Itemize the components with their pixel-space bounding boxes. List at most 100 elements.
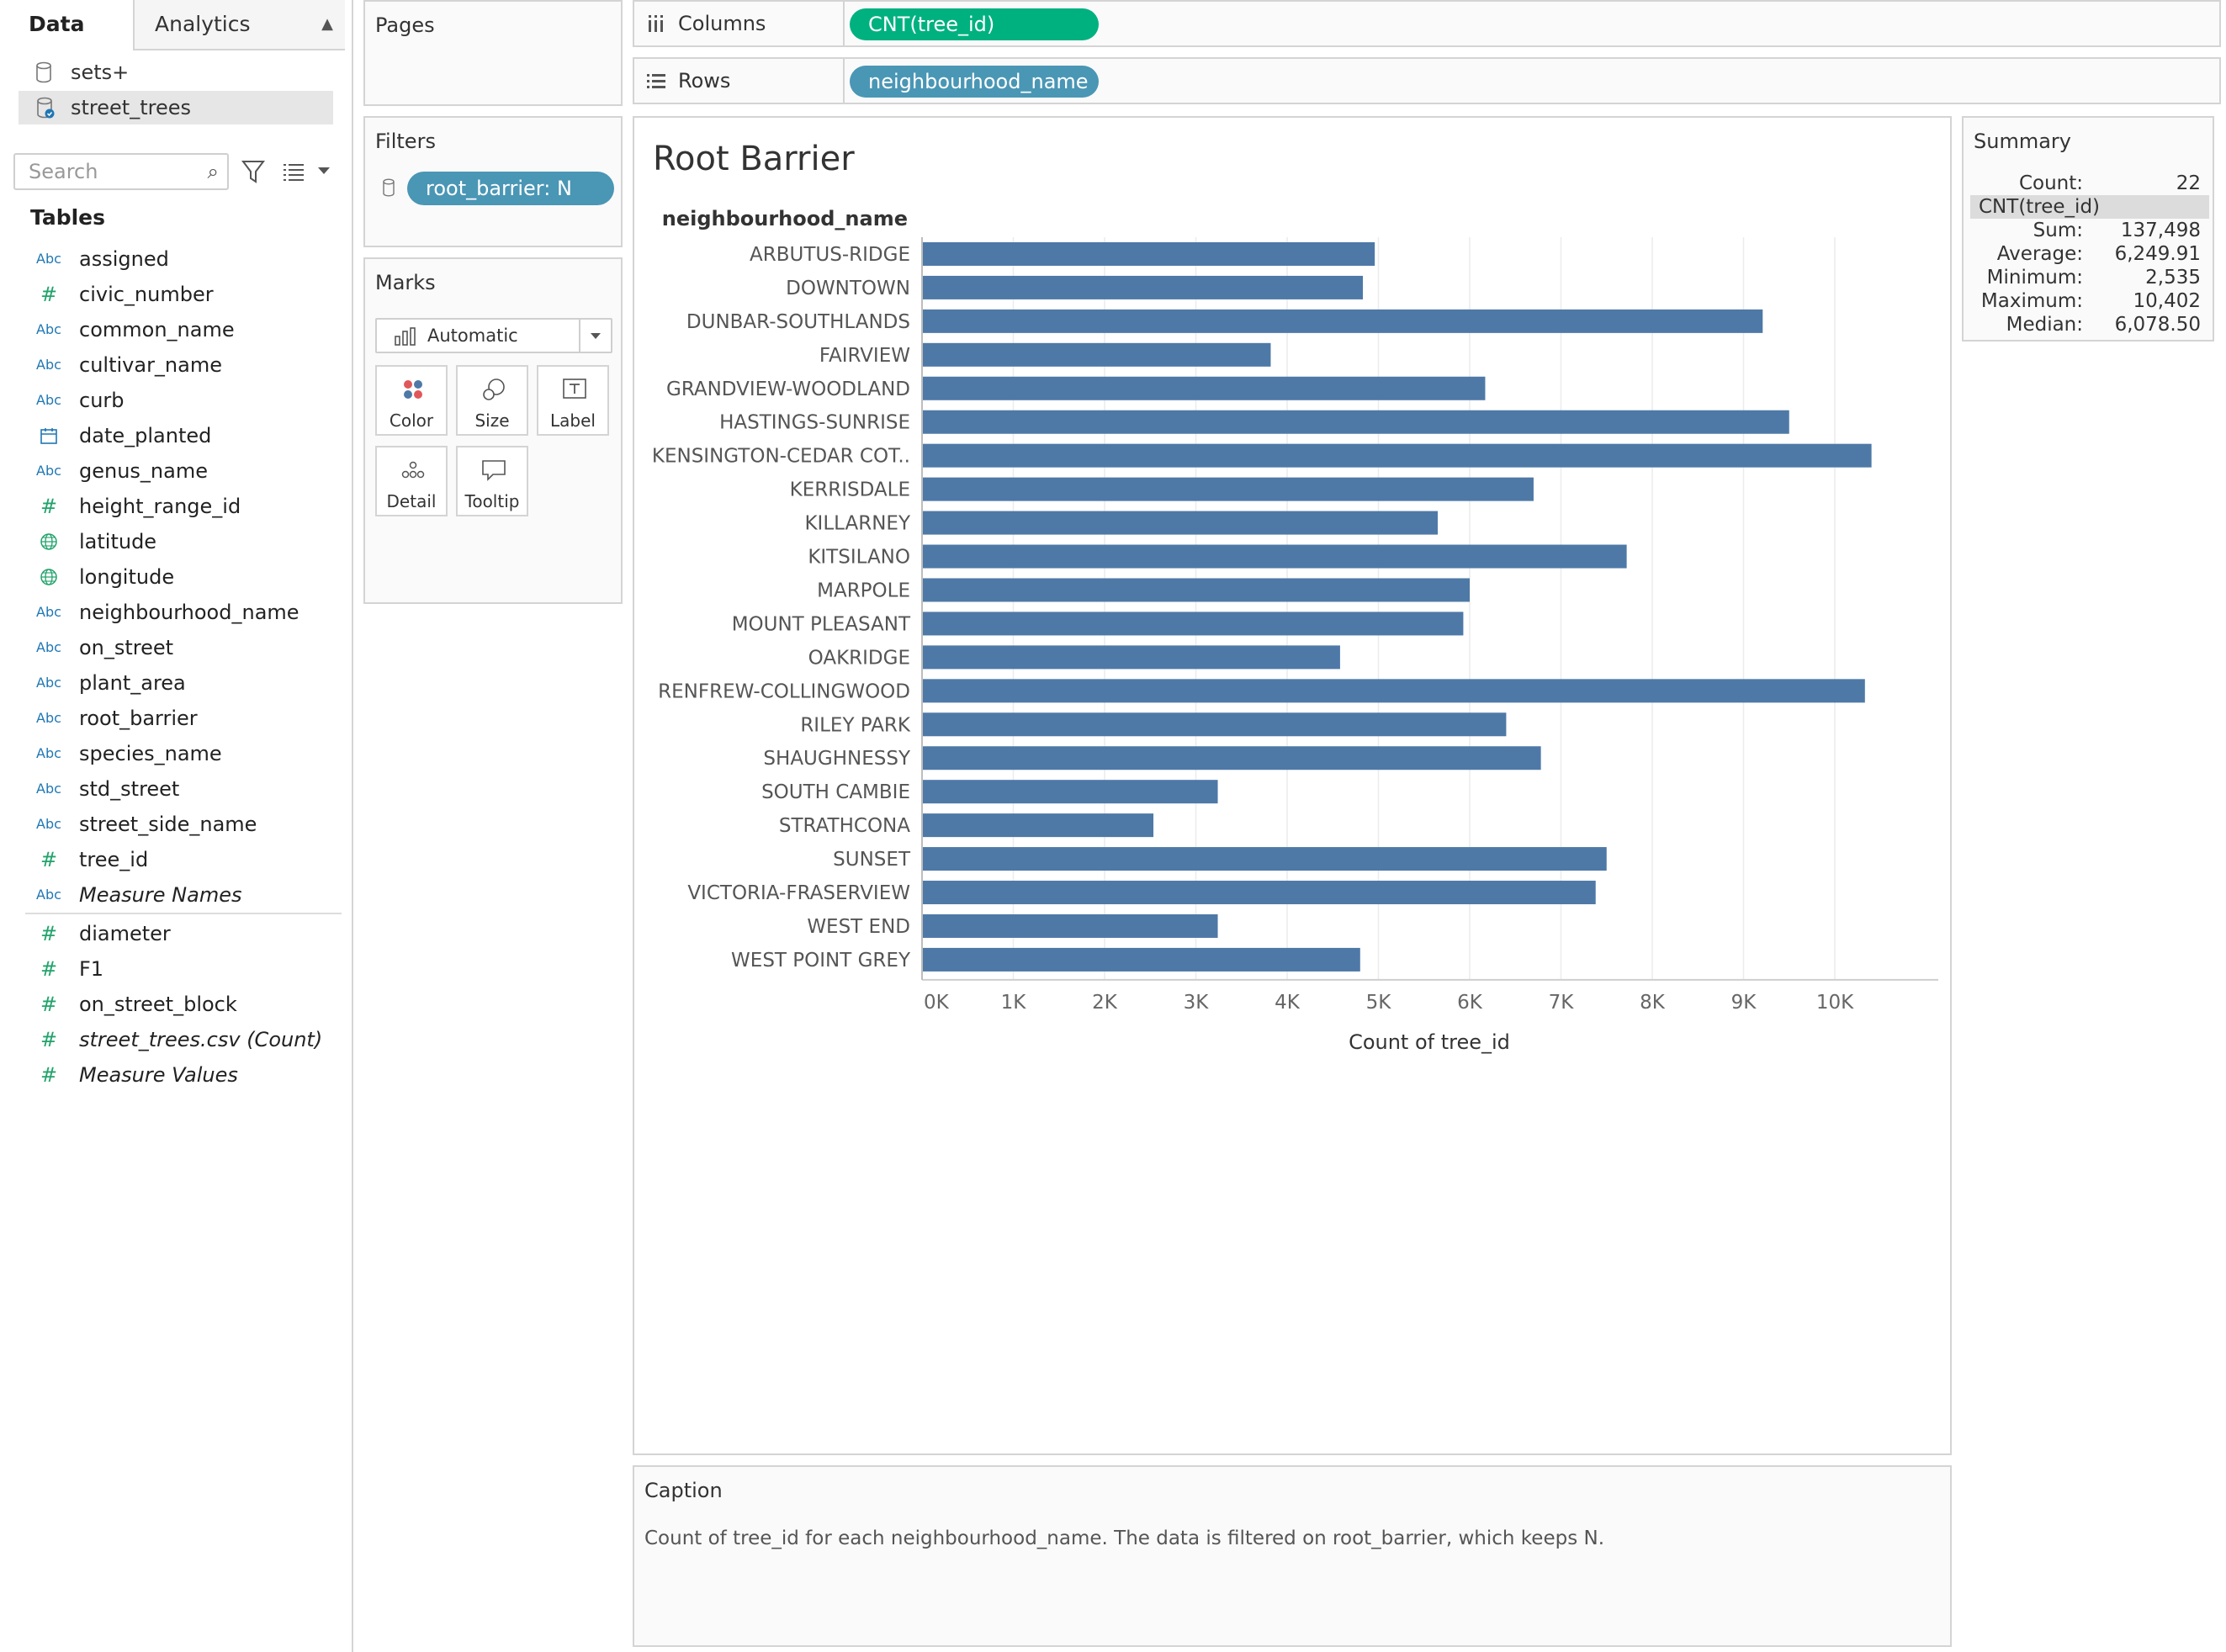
field-tree-id[interactable]: # tree_id [0, 843, 345, 876]
summary-stat-label: Average: [1996, 243, 2083, 265]
x-tick-label: 9K [1731, 992, 1757, 1014]
datasource-sets[interactable]: sets+ [19, 56, 333, 89]
field-longitude[interactable]: longitude [0, 560, 345, 594]
bar[interactable] [922, 342, 1271, 367]
x-tick-label: 4K [1275, 992, 1301, 1014]
size-button[interactable]: Size [456, 365, 528, 436]
field-neighbourhood-name[interactable]: Abc neighbourhood_name [0, 596, 345, 629]
field-root-barrier[interactable]: Abc root_barrier [0, 702, 345, 735]
field-on-street-block[interactable]: # on_street_block [0, 987, 345, 1021]
bar[interactable] [922, 275, 1364, 299]
field-std-street[interactable]: Abc std_street [0, 772, 345, 806]
field-species-name[interactable]: Abc species_name [0, 737, 345, 770]
bar[interactable] [922, 913, 1218, 938]
field-label: common_name [79, 318, 235, 342]
x-tick-label: 6K [1457, 992, 1483, 1014]
bar[interactable] [922, 544, 1627, 569]
tooltip-button[interactable]: Tooltip [456, 446, 528, 516]
category-label: SHAUGHNESSY [763, 748, 911, 770]
tab-data[interactable]: Data [29, 12, 85, 36]
field-label: curb [79, 389, 125, 412]
chevron-down-icon[interactable] [579, 320, 611, 352]
field-on-street[interactable]: Abc on_street [0, 631, 345, 665]
bar[interactable] [922, 612, 1464, 636]
field-common-name[interactable]: Abc common_name [0, 313, 345, 347]
field-label: latitude [79, 530, 157, 553]
bar[interactable] [922, 241, 1375, 266]
filter-icon[interactable] [241, 158, 266, 185]
search-icon: ⌕ [207, 160, 219, 183]
field-assigned[interactable]: Abc assigned [0, 242, 345, 276]
x-tick-label: 5K [1366, 992, 1392, 1014]
field-cultivar-name[interactable]: Abc cultivar_name [0, 348, 345, 382]
field-civic-number[interactable]: # civic_number [0, 278, 345, 311]
summary-stat-row: Median: 6,078.50 [1970, 313, 2209, 336]
bar[interactable] [922, 477, 1534, 501]
category-label: KENSINGTON-CEDAR COT.. [652, 446, 910, 468]
bar[interactable] [922, 813, 1154, 838]
chevron-down-icon[interactable] [316, 165, 331, 177]
x-tick-label: 8K [1640, 992, 1666, 1014]
category-label: FAIRVIEW [819, 345, 910, 367]
field-plant-area[interactable]: Abc plant_area [0, 666, 345, 700]
field-genus-name[interactable]: Abc genus_name [0, 454, 345, 488]
field-measure-names[interactable]: Abc Measure Names [0, 878, 345, 912]
bar[interactable] [922, 947, 1360, 972]
field-label: neighbourhood_name [79, 601, 299, 624]
summary-stat-row: Maximum: 10,402 [1970, 289, 2209, 313]
field-street-side-name[interactable]: Abc street_side_name [0, 807, 345, 841]
columns-icon [649, 15, 663, 32]
field-label: height_range_id [79, 495, 241, 518]
category-label: KERRISDALE [790, 479, 910, 501]
view-list-icon[interactable] [281, 160, 306, 183]
field-diameter[interactable]: # diameter [0, 917, 345, 950]
filters-shelf[interactable]: Filters root_barrier: N [363, 116, 623, 247]
bar[interactable] [922, 780, 1218, 804]
field-date-planted[interactable]: date_planted [0, 419, 345, 453]
bar[interactable] [922, 746, 1541, 770]
bar[interactable] [922, 645, 1340, 670]
rows-pill-neighbourhood-name[interactable]: neighbourhood_name [850, 66, 1099, 98]
bar[interactable] [922, 511, 1439, 535]
field-latitude[interactable]: latitude [0, 525, 345, 559]
category-label: KITSILANO [808, 547, 910, 569]
summary-stat-label: Median: [2006, 314, 2083, 336]
bar-chart[interactable]: neighbourhood_name ARBUTUS-RIDGE DOWNTOWN D… [634, 118, 1950, 1453]
rows-shelf[interactable]: Rows neighbourhood_name [633, 57, 2221, 104]
string-type-icon: Abc [36, 604, 61, 620]
bar[interactable] [922, 443, 1872, 468]
number-type-icon: # [40, 1063, 58, 1087]
field-f1[interactable]: # F1 [0, 952, 345, 986]
bar[interactable] [922, 881, 1596, 905]
tables-heading: Tables [30, 205, 106, 230]
bar[interactable] [922, 410, 1789, 434]
label-button[interactable]: Label [537, 365, 609, 436]
marks-card: Marks Automatic Color Size Label [363, 257, 623, 604]
rows-label: Rows [678, 69, 731, 93]
x-axis-title: Count of tree_id [1349, 1030, 1510, 1054]
chart-view[interactable]: Root Barrier neighbourhood_name ARBUTUS-R… [633, 116, 1952, 1455]
field-label: diameter [79, 922, 171, 945]
bar[interactable] [922, 376, 1486, 400]
filter-pill-root-barrier[interactable]: root_barrier: N [407, 172, 614, 205]
columns-shelf[interactable]: Columns CNT(tree_id) [633, 0, 2221, 47]
tab-analytics[interactable]: Analytics ▲ [133, 0, 345, 50]
updown-icon: ▲ [321, 15, 333, 33]
field-height-range-id[interactable]: # height_range_id [0, 490, 345, 523]
field-street-trees-csv-count[interactable]: # street_trees.csv (Count) [0, 1023, 345, 1056]
datasource-street-trees[interactable]: street_trees [19, 91, 333, 124]
bar[interactable] [922, 847, 1607, 871]
field-measure-values[interactable]: # Measure Values [0, 1058, 345, 1092]
pages-shelf[interactable]: Pages [363, 0, 623, 106]
bar[interactable] [922, 578, 1470, 602]
color-button[interactable]: Color [375, 365, 448, 436]
caption-text: Count of tree_id for each neighbourhood_… [644, 1528, 1605, 1549]
mark-type-select[interactable]: Automatic [375, 318, 612, 353]
columns-pill-cnt-tree-id[interactable]: CNT(tree_id) [850, 8, 1099, 40]
bar[interactable] [922, 712, 1507, 737]
detail-button[interactable]: Detail [375, 446, 448, 516]
field-curb[interactable]: Abc curb [0, 384, 345, 417]
bar[interactable] [922, 679, 1865, 703]
bar[interactable] [922, 309, 1763, 333]
search-input[interactable]: Search ⌕ [13, 153, 229, 190]
